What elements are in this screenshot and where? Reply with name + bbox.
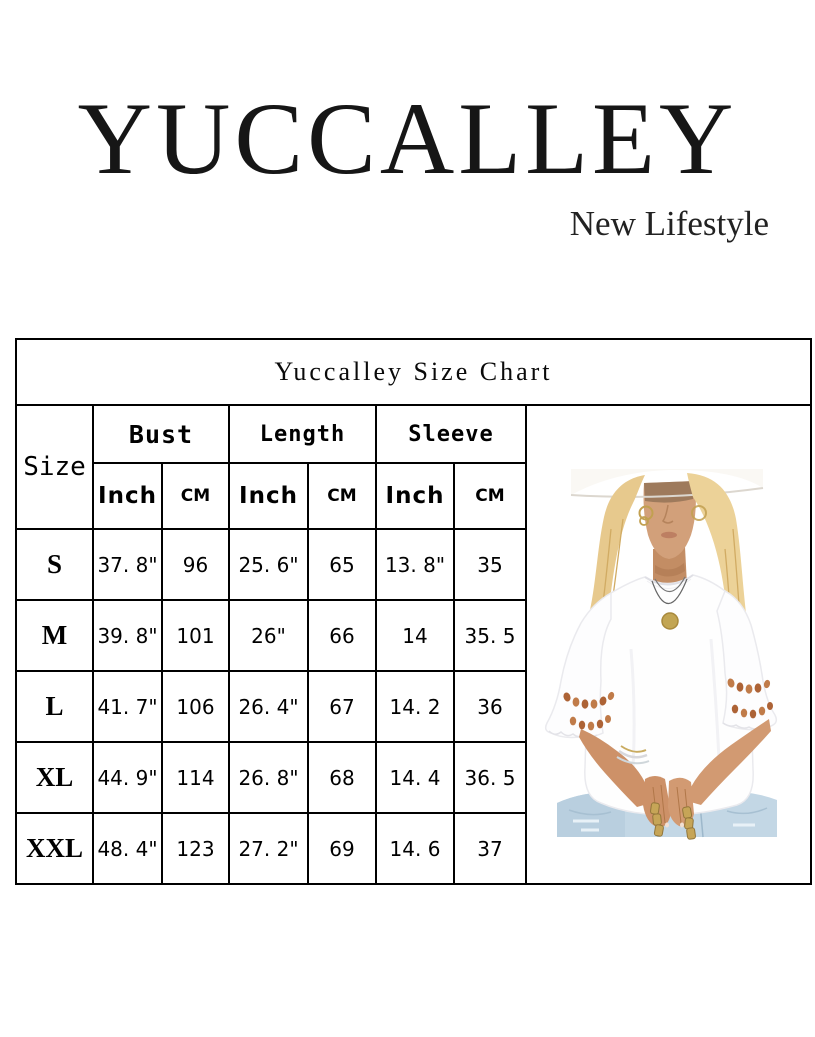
length-inch-header: Inch [228, 462, 309, 530]
measurement-cell: 96 [161, 528, 230, 601]
size-row-m: M 39. 8" 101 26" 66 14 35. 5 [15, 599, 811, 672]
model-face [643, 480, 696, 592]
sleeve-cm-header: CM [453, 462, 527, 530]
measurement-cell: 14 [375, 599, 455, 672]
sleeve-inch-header: Inch [375, 462, 455, 530]
measurement-cell: 14. 2 [375, 670, 455, 743]
necklace [651, 576, 688, 630]
coin-pendant [661, 611, 679, 630]
measurement-cell: 14. 6 [375, 812, 455, 885]
size-row-l: L 41. 7" 106 26. 4" 67 14. 2 36 [15, 670, 811, 743]
measurement-cell: 26. 4" [228, 670, 309, 743]
measurement-cell: 35 [453, 528, 527, 601]
measurement-cell: 14. 4 [375, 741, 455, 814]
bracelets [616, 744, 650, 764]
measurement-cell: 68 [307, 741, 377, 814]
size-label-cell: XXL [15, 812, 94, 885]
sleeve-header-cell: Sleeve [375, 404, 527, 464]
measurement-cell: 67 [307, 670, 377, 743]
measurement-cell: 26" [228, 599, 309, 672]
measurement-cell: 123 [161, 812, 230, 885]
length-cm-header: CM [307, 462, 377, 530]
measurement-cell: 39. 8" [92, 599, 163, 672]
blouse-sleeve-left [544, 591, 612, 738]
model-illustration [544, 468, 778, 840]
forearm-right [687, 718, 771, 805]
sleeve-eyelets [563, 677, 773, 730]
measurement-cell: 106 [161, 670, 230, 743]
size-row-xxl: XXL 48. 4" 123 27. 2" 69 14. 6 37 [15, 812, 811, 885]
size-row-xl: XL 44. 9" 114 26. 8" 68 14. 4 36. 5 [15, 741, 811, 814]
measurement-cell: 41. 7" [92, 670, 163, 743]
measurement-cell: 48. 4" [92, 812, 163, 885]
brand-tagline: New Lifestyle [569, 204, 769, 243]
measurement-cell: 36. 5 [453, 741, 527, 814]
measurement-cell: 69 [307, 812, 377, 885]
forearm-left [579, 728, 651, 807]
length-header-cell: Length [228, 404, 377, 464]
measurement-cell: 27. 2" [228, 812, 309, 885]
arms-and-hands [579, 718, 771, 827]
model-photo [527, 407, 810, 883]
brand-logo: YUCCALLEY [77, 82, 738, 196]
measurement-cell: 44. 9" [92, 741, 163, 814]
measurement-cell: 25. 6" [228, 528, 309, 601]
size-label-cell: L [15, 670, 94, 743]
size-label-cell: XL [15, 741, 94, 814]
size-header-cell: Size [15, 404, 94, 530]
chain-strap [650, 801, 696, 840]
size-label-cell: M [15, 599, 94, 672]
measurement-cell: 37. 8" [92, 528, 163, 601]
bust-inch-header: Inch [92, 462, 163, 530]
measurement-cell: 65 [307, 528, 377, 601]
table-title-row: Yuccalley Size Chart [15, 338, 812, 406]
table-title: Yuccalley Size Chart [15, 338, 812, 406]
product-photo-cell [525, 404, 812, 885]
measurement-cell: 114 [161, 741, 230, 814]
bust-header-cell: Bust [92, 404, 230, 464]
measurement-cell: 101 [161, 599, 230, 672]
measurement-cell: 35. 5 [453, 599, 527, 672]
size-label-cell: S [15, 528, 94, 601]
hoop-earrings [638, 504, 707, 526]
bust-cm-header: CM [161, 462, 230, 530]
measurement-cell: 37 [453, 812, 527, 885]
unit-header-row: Inch CM Inch CM Inch CM [16, 462, 811, 530]
group-header-row: Size Bust Length Sleeve [15, 404, 812, 885]
sun-hat [570, 468, 764, 498]
measurement-cell: 36 [453, 670, 527, 743]
size-row-s: S 37. 8" 96 25. 6" 65 13. 8" 35 [15, 528, 811, 601]
blouse-sleeve-right [716, 589, 778, 730]
measurement-cell: 13. 8" [375, 528, 455, 601]
neckline [644, 573, 694, 585]
size-chart-table: Yuccalley Size Chart Size Bust Length Sl… [15, 338, 812, 885]
measurement-cell: 26. 8" [228, 741, 309, 814]
measurement-cell: 66 [307, 599, 377, 672]
